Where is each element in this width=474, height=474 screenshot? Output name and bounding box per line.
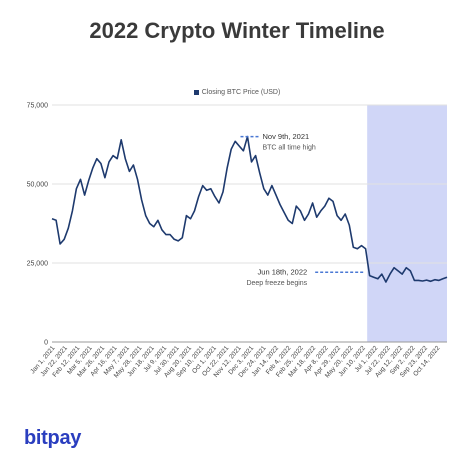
legend-label: Closing BTC Price (USD) [201,89,281,96]
legend-swatch [193,90,199,95]
freeze-annotation-title: Jun 18th, 2022 [258,268,308,277]
btc-price-line [51,135,448,283]
y-tick-label: 25,000 [27,261,49,268]
legend: Closing BTC Price (USD) [0,89,474,96]
y-tick-label: 0 [44,340,48,347]
ath-annotation-subtitle: BTC all time high [262,145,315,152]
ath-annotation-title: Nov 9th, 2021 [262,132,309,141]
freeze-annotation-subtitle: Deep freeze begins [246,280,307,287]
deep-freeze-shaded-region [367,105,447,342]
bitpay-logo: bitpay [24,427,82,449]
y-tick-label: 50,000 [27,182,49,189]
chart-title: 2022 Crypto Winter Timeline [89,18,385,43]
y-tick-label: 75,000 [27,103,49,110]
